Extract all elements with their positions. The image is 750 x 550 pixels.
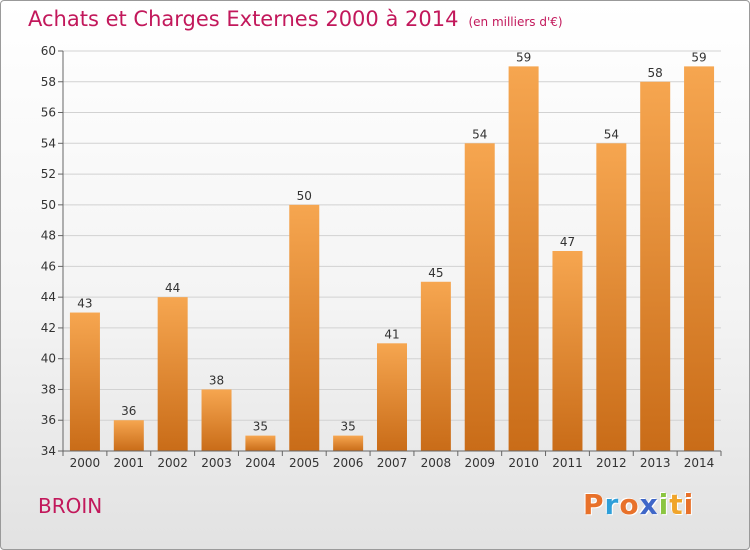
value-label-2009: 54	[472, 127, 487, 141]
value-label-2002: 44	[165, 281, 180, 295]
bar-2005[interactable]	[289, 204, 320, 451]
value-label-2003: 38	[209, 373, 224, 387]
x-tick-label-2014: 2014	[684, 456, 715, 470]
unit-label: (en milliers d'€)	[468, 15, 563, 29]
bar-2000[interactable]	[69, 312, 100, 451]
y-tick-label: 60	[41, 44, 56, 58]
value-label-2010: 59	[516, 50, 531, 64]
value-label-2005: 50	[297, 189, 312, 203]
y-tick-label: 56	[41, 106, 56, 120]
axes: 34 36 38 40 42 44 46 48 50 52 54 56 58 60 2000 2001 2002…	[41, 44, 722, 470]
value-label-2006: 35	[340, 420, 355, 434]
logo-letter: i	[683, 488, 695, 521]
logo-letter: P	[583, 488, 605, 521]
logo-letter: t	[669, 488, 684, 521]
bar-2007[interactable]	[377, 343, 407, 451]
bar-2006[interactable]	[333, 435, 364, 451]
bar-2002[interactable]	[157, 297, 188, 451]
y-tick-label: 36	[41, 413, 56, 427]
value-label-2000: 43	[77, 297, 92, 311]
value-label-2014: 59	[691, 50, 706, 64]
bars	[69, 66, 715, 452]
y-tick-label: 44	[41, 290, 56, 304]
x-tick-label-2006: 2006	[333, 456, 364, 470]
y-tick-label: 46	[41, 259, 56, 273]
y-tick-label: 40	[41, 352, 56, 366]
logo-letter: o	[619, 488, 640, 521]
x-tick-label-2001: 2001	[114, 456, 145, 470]
value-label-2001: 36	[121, 404, 136, 418]
y-tick-label: 42	[41, 321, 56, 335]
bar-2008[interactable]	[420, 281, 451, 451]
x-tick-label-2009: 2009	[464, 456, 495, 470]
logo-letter: i	[658, 488, 670, 521]
bar-2004[interactable]	[245, 435, 276, 451]
y-tick-label: 58	[41, 75, 56, 89]
logo-letter: r	[604, 488, 620, 521]
x-tick-label-2010: 2010	[508, 456, 539, 470]
y-tick-label: 52	[41, 167, 56, 181]
chart-title: Achats et Charges Externes 2000 à 2014 (e…	[28, 7, 563, 31]
x-tick-label-2003: 2003	[201, 456, 232, 470]
y-tick-label: 50	[41, 198, 56, 212]
bar-2003[interactable]	[201, 389, 232, 451]
bar-2009[interactable]	[464, 143, 495, 452]
y-tick-label: 48	[41, 229, 56, 243]
x-tick-label-2002: 2002	[157, 456, 188, 470]
x-tick-label-2000: 2000	[70, 456, 101, 470]
value-labels: 43 36 44 38 35 50 35 41 45 54 59 47 54 58 59	[77, 50, 706, 433]
y-tick-label: 34	[41, 444, 56, 458]
place-name: BROIN	[38, 494, 103, 518]
bar-2014[interactable]	[684, 66, 715, 451]
proxiti-logo[interactable]: Proxiti	[583, 488, 694, 521]
logo-letter: x	[639, 488, 659, 521]
title-text: Achats et Charges Externes 2000 à 2014	[28, 7, 459, 31]
value-label-2012: 54	[604, 127, 619, 141]
bar-2013[interactable]	[640, 81, 671, 452]
y-tick-label: 38	[41, 382, 56, 396]
value-label-2007: 41	[384, 327, 399, 341]
value-label-2013: 58	[648, 66, 663, 80]
x-tick-label-2011: 2011	[552, 456, 583, 470]
bar-2001[interactable]	[113, 420, 144, 451]
y-tick-label: 54	[41, 136, 56, 150]
x-tick-label-2012: 2012	[596, 456, 627, 470]
x-tick-label-2007: 2007	[377, 456, 408, 470]
bar-2012[interactable]	[596, 143, 627, 452]
value-label-2008: 45	[428, 266, 443, 280]
x-tick-label-2004: 2004	[245, 456, 276, 470]
value-label-2011: 47	[560, 235, 575, 249]
bar-2010[interactable]	[508, 66, 539, 451]
x-tick-label-2005: 2005	[289, 456, 320, 470]
value-label-2004: 35	[253, 420, 268, 434]
bar-2011[interactable]	[552, 251, 583, 451]
x-tick-label-2013: 2013	[640, 456, 671, 470]
x-tick-label-2008: 2008	[421, 456, 452, 470]
